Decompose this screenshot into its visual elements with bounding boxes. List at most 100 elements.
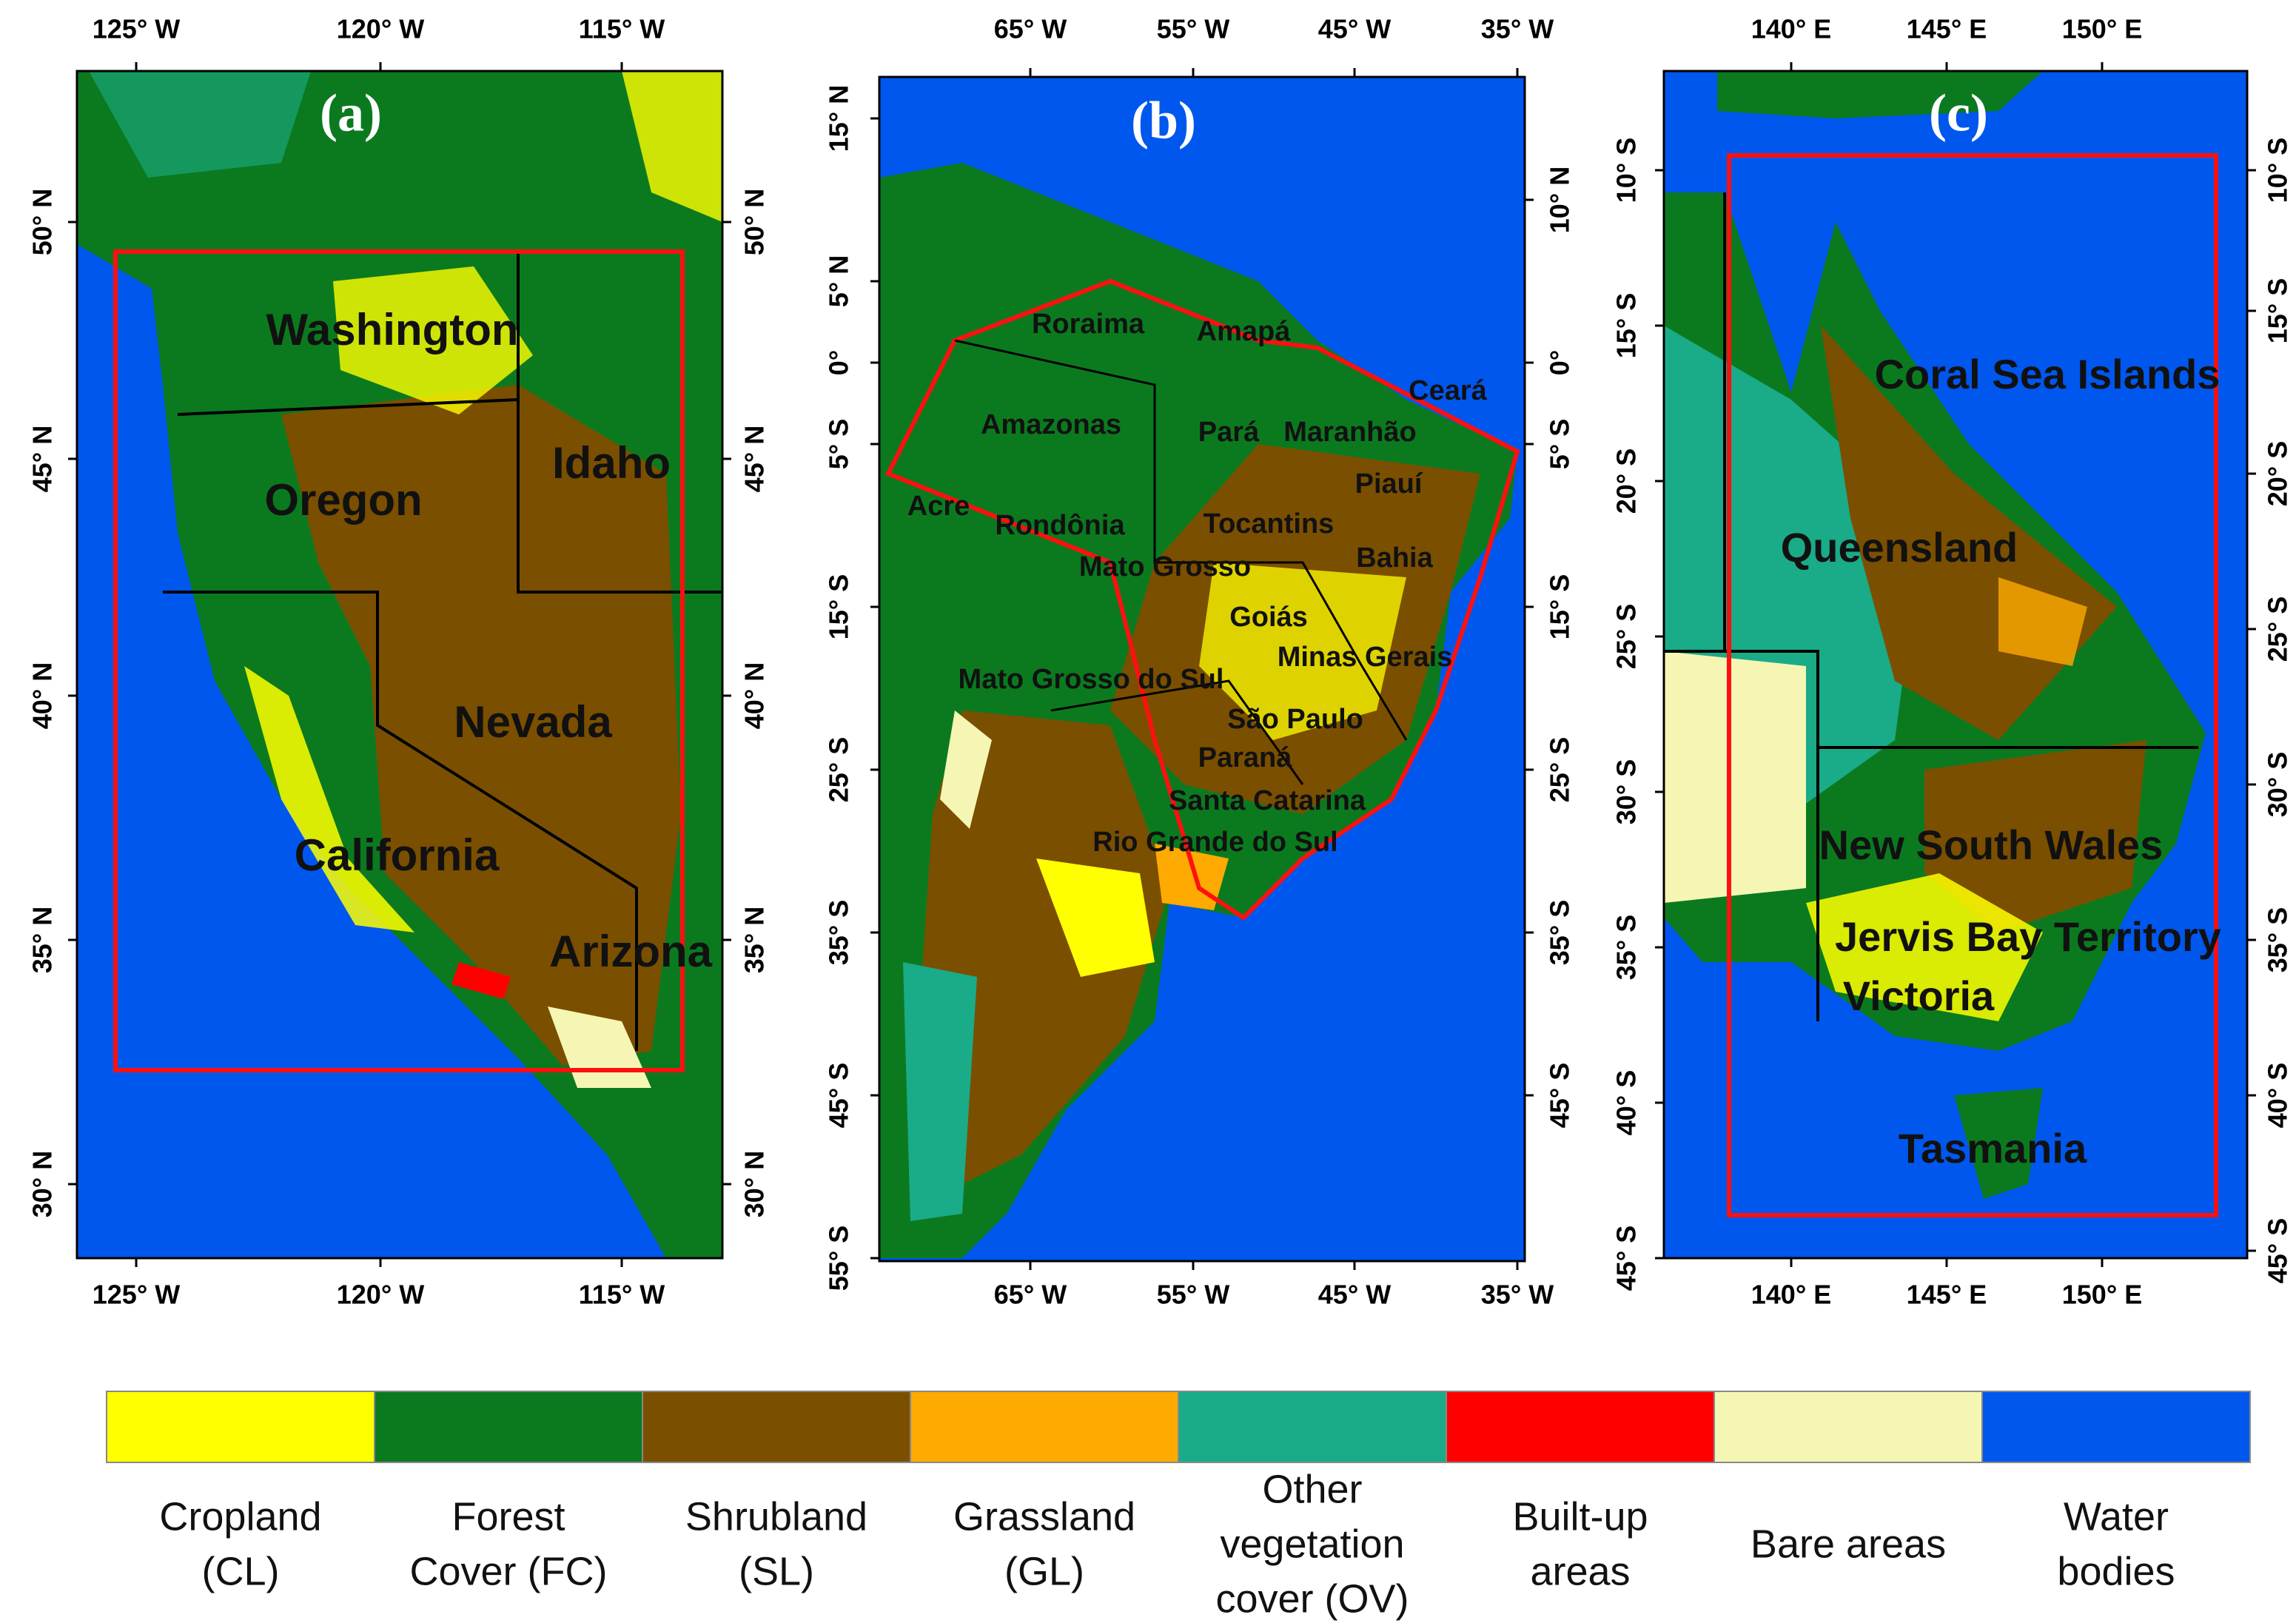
region-label: Coral Sea Islands [1875, 351, 2221, 397]
region-label: Goiás [1229, 602, 1308, 633]
legend-label: Cropland [159, 1494, 321, 1539]
region-label: Minas Gerais [1278, 642, 1453, 673]
right-tick-label: 35° S [1545, 900, 1575, 965]
region-label: Paraná [1198, 742, 1293, 773]
region-label: New South Wales [1819, 821, 2164, 868]
region-label: Arizona [549, 927, 713, 976]
panel-label: (c) [1929, 84, 1988, 143]
right-tick-label: 15° S [1545, 574, 1575, 639]
legend-label: Water [2064, 1494, 2169, 1539]
legend-swatch [106, 1391, 375, 1463]
right-tick-label: 20° S [2263, 441, 2293, 506]
left-tick-label: 45° S [824, 1063, 854, 1128]
left-tick-label: 40° N [27, 662, 58, 729]
map-frame [75, 70, 724, 1260]
bottom-tick-label: 115° W [579, 1280, 665, 1310]
region-label: Maranhão [1283, 417, 1416, 448]
right-tick-label: 25° S [2263, 597, 2293, 662]
bottom-tick-label: 35° W [1481, 1280, 1554, 1310]
region-label: Jervis Bay Territory [1835, 913, 2221, 960]
region-label: Bahia [1356, 542, 1433, 574]
top-tick-label: 150° E [2062, 14, 2142, 44]
panel-label: (a) [320, 84, 382, 143]
region-label: Oregon [264, 475, 422, 525]
map-c [1664, 71, 2247, 1258]
bottom-tick-label: 125° W [93, 1280, 180, 1310]
region-label: Santa Catarina [1169, 785, 1366, 816]
legend-label: Other [1262, 1467, 1362, 1511]
bottom-tick-label: 140° E [1751, 1280, 1831, 1310]
left-tick-label: 20° S [1611, 448, 1642, 514]
right-tick-label: 0° [1545, 350, 1575, 375]
region-label: Mato Grosso do Sul [959, 664, 1224, 695]
left-tick-label: 5° N [824, 255, 854, 307]
left-tick-label: 15° S [1611, 293, 1642, 358]
legend-label: Grassland [953, 1494, 1135, 1539]
region-label: Ceará [1409, 375, 1487, 406]
left-tick-label: 15° S [824, 574, 854, 639]
legend-label: bodies [2057, 1549, 2175, 1593]
region-label: Queensland [1781, 524, 2018, 571]
region-label: Nevada [454, 697, 612, 747]
legend-swatch [1981, 1391, 2251, 1463]
bottom-tick-label: 145° E [1907, 1280, 1987, 1310]
left-tick-label: 30° S [1611, 759, 1642, 824]
region-label: Acre [907, 491, 970, 522]
left-tick-label: 50° N [27, 189, 58, 255]
legend-swatch [642, 1391, 911, 1463]
right-tick-label: 50° N [739, 189, 770, 255]
left-tick-label: 35° S [1611, 915, 1642, 980]
region-label: Amapá [1197, 316, 1292, 347]
region-label: Rondônia [995, 510, 1125, 541]
left-tick-label: 40° S [1611, 1070, 1642, 1135]
legend-label: Bare areas [1750, 1522, 1946, 1566]
legend-label: Forest [452, 1494, 565, 1539]
right-tick-label: 45° S [2263, 1218, 2293, 1283]
legend-swatch [1178, 1391, 1447, 1463]
legend-label: (GL) [1004, 1549, 1084, 1593]
top-tick-label: 35° W [1481, 14, 1554, 44]
left-tick-label: 25° S [1611, 604, 1642, 669]
left-tick-label: 45° S [1611, 1226, 1642, 1291]
region-label: Roraima [1032, 309, 1145, 340]
legend-swatch [910, 1391, 1179, 1463]
bottom-tick-label: 55° W [1157, 1280, 1229, 1310]
region-label: Washington [266, 305, 518, 354]
right-tick-label: 45° S [1545, 1063, 1575, 1128]
left-tick-label: 10° S [1611, 138, 1642, 203]
map-b [879, 77, 1525, 1261]
region-label: Mato Grosso [1079, 551, 1251, 582]
map-a [77, 71, 722, 1258]
left-tick-label: 35° S [824, 900, 854, 965]
legend-label: vegetation [1220, 1522, 1404, 1566]
left-tick-label: 5° S [824, 419, 854, 469]
top-tick-label: 55° W [1157, 14, 1229, 44]
right-tick-label: 25° S [1545, 737, 1575, 802]
left-tick-label: 30° N [27, 1151, 58, 1217]
top-tick-label: 65° W [994, 14, 1067, 44]
legend-label: Cover (FC) [410, 1549, 608, 1593]
right-tick-label: 30° S [2263, 752, 2293, 817]
map-frame [878, 75, 1526, 1263]
bottom-tick-label: 65° W [994, 1280, 1067, 1310]
bottom-tick-label: 45° W [1318, 1280, 1391, 1310]
region-label: Pará [1198, 417, 1260, 448]
left-tick-label: 25° S [824, 737, 854, 802]
legend-swatch [1713, 1391, 1983, 1463]
map-frame [1662, 70, 2249, 1260]
left-tick-label: 45° N [27, 426, 58, 492]
left-tick-label: 35° N [27, 907, 58, 973]
right-tick-label: 35° N [739, 907, 770, 973]
region-label: Tasmania [1899, 1125, 2087, 1172]
top-tick-label: 145° E [1907, 14, 1987, 44]
region-label: Idaho [552, 438, 671, 488]
region-label: Tocantins [1204, 508, 1335, 540]
legend-label: (CL) [202, 1549, 280, 1593]
right-tick-label: 10° S [2263, 138, 2293, 203]
left-tick-label: 15° N [824, 85, 854, 152]
region-label: Rio Grande do Sul [1092, 827, 1337, 858]
right-tick-label: 30° N [739, 1151, 770, 1217]
left-tick-label: 0° [824, 350, 854, 375]
legend-swatch [1446, 1391, 1715, 1463]
